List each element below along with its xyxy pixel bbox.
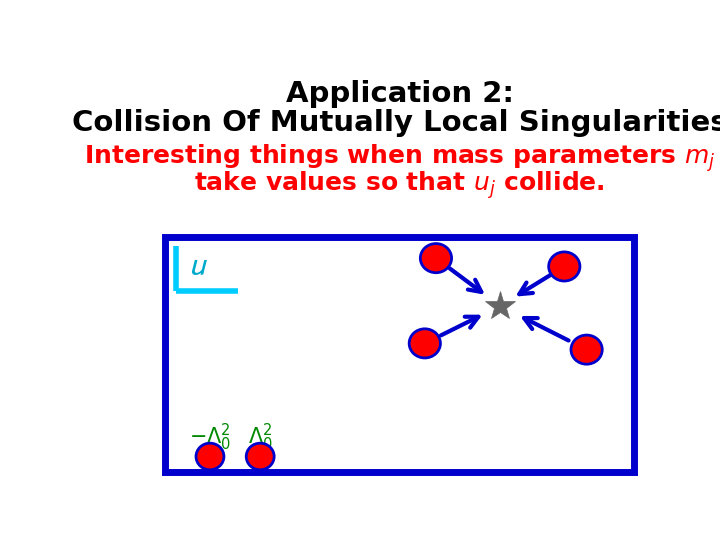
Text: $\Lambda_0^2$: $\Lambda_0^2$ [248,421,273,453]
Text: take values so that $u_j$ collide.: take values so that $u_j$ collide. [194,170,605,201]
Ellipse shape [409,329,441,358]
Ellipse shape [420,244,451,273]
Ellipse shape [196,443,224,470]
Text: $\mathcal{u}$: $\mathcal{u}$ [188,249,207,282]
Text: Application 2:: Application 2: [286,80,513,108]
Ellipse shape [549,252,580,281]
FancyBboxPatch shape [166,238,634,472]
Text: Collision Of Mutually Local Singularities: Collision Of Mutually Local Singularitie… [72,109,720,137]
Ellipse shape [246,443,274,470]
Text: $-\Lambda_0^2$: $-\Lambda_0^2$ [189,421,231,453]
Text: Interesting things when mass parameters $m_j$: Interesting things when mass parameters … [84,143,716,174]
Ellipse shape [571,335,602,364]
